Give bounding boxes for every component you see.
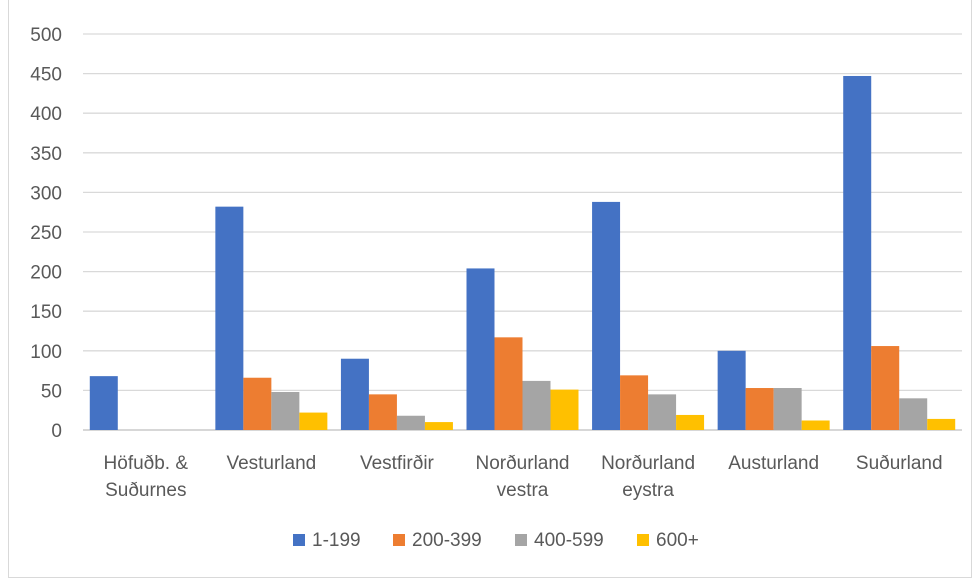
x-category-label: Norðurland bbox=[476, 453, 570, 474]
bar-1-199-6 bbox=[843, 75, 872, 430]
x-category-label: Norðurland bbox=[601, 453, 695, 474]
y-tick-label: 250 bbox=[30, 223, 62, 244]
bar-1-199-0 bbox=[89, 376, 118, 430]
bar-600+-5 bbox=[801, 420, 830, 430]
x-category-label: Austurland bbox=[728, 453, 819, 474]
legend-swatch bbox=[293, 534, 305, 546]
legend-label: 200-399 bbox=[412, 530, 482, 551]
legend-label: 1-199 bbox=[312, 530, 361, 551]
bar-600+-2 bbox=[424, 422, 453, 430]
bar-200-399-6 bbox=[871, 346, 900, 430]
legend-swatch bbox=[515, 534, 527, 546]
bar-200-399-4 bbox=[620, 375, 649, 430]
y-tick-label: 200 bbox=[30, 263, 62, 284]
bar-400-599-3 bbox=[522, 380, 551, 430]
bar-1-199-2 bbox=[340, 358, 369, 430]
legend: 1-199 200-399 400-599 600+ bbox=[293, 530, 699, 551]
y-tick-label: 150 bbox=[30, 302, 62, 323]
y-tick-label: 100 bbox=[30, 342, 62, 363]
y-tick-label: 350 bbox=[30, 144, 62, 165]
legend-swatch bbox=[393, 534, 405, 546]
bar-600+-3 bbox=[550, 389, 579, 430]
bar-200-399-2 bbox=[368, 394, 397, 430]
bar-1-199-1 bbox=[215, 206, 244, 430]
bar-200-399-1 bbox=[243, 377, 272, 430]
legend-label: 400-599 bbox=[534, 530, 604, 551]
bar-400-599-5 bbox=[773, 388, 802, 430]
x-category-label: Vestfirðir bbox=[360, 453, 435, 474]
bar-400-599-1 bbox=[271, 391, 300, 430]
bar-1-199-5 bbox=[717, 350, 746, 430]
legend-label: 600+ bbox=[656, 530, 699, 551]
bar-600+-4 bbox=[676, 414, 705, 430]
x-category-label: Suðurland bbox=[856, 453, 943, 474]
y-tick-label: 50 bbox=[41, 381, 62, 402]
bar-200-399-5 bbox=[745, 388, 774, 430]
bars bbox=[89, 75, 956, 430]
x-category-label: Suðurnes bbox=[105, 480, 186, 501]
bar-1-199-3 bbox=[466, 268, 495, 430]
y-axis-ticks: 0 50 100 150 200 250 300 350 400 450 500 bbox=[30, 25, 62, 442]
x-category-label: Vesturland bbox=[226, 453, 316, 474]
legend-swatch bbox=[637, 534, 649, 546]
x-axis-categories: Höfuðb. & Suðurnes Vesturland Vestfirðir Nor… bbox=[104, 453, 943, 501]
y-tick-label: 300 bbox=[30, 183, 62, 204]
bar-600+-6 bbox=[927, 418, 956, 430]
y-tick-label: 500 bbox=[30, 25, 62, 46]
y-tick-label: 450 bbox=[30, 65, 62, 86]
x-category-label: vestra bbox=[497, 480, 549, 501]
bar-1-199-4 bbox=[592, 201, 621, 430]
bar-600+-1 bbox=[299, 412, 328, 430]
bar-400-599-4 bbox=[648, 394, 677, 430]
x-category-label: Höfuðb. & bbox=[104, 453, 189, 474]
y-tick-label: 400 bbox=[30, 104, 62, 125]
x-category-label: eystra bbox=[622, 480, 674, 501]
bar-400-599-2 bbox=[396, 415, 425, 430]
bar-200-399-3 bbox=[494, 337, 523, 430]
y-tick-label: 0 bbox=[51, 421, 62, 442]
bar-400-599-6 bbox=[899, 398, 928, 430]
